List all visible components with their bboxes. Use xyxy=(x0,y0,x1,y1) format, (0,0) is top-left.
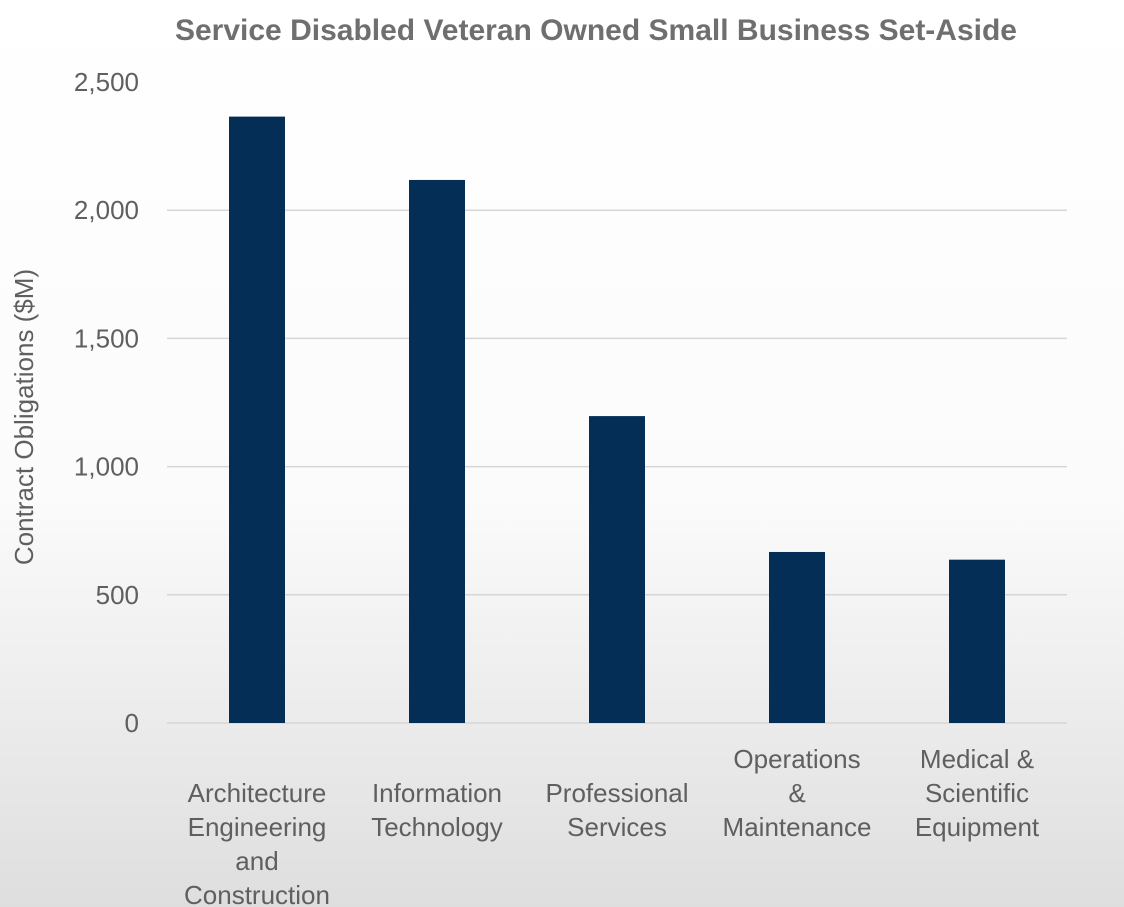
bar xyxy=(409,179,465,723)
x-category-label: Medical & Scientific Equipment xyxy=(915,744,1040,842)
y-tick-label: 2,000 xyxy=(74,195,139,225)
y-tick-label: 1,500 xyxy=(74,323,139,353)
y-tick-label: 1,000 xyxy=(74,452,139,482)
chart-title: Service Disabled Veteran Owned Small Bus… xyxy=(175,14,1017,47)
bar xyxy=(229,116,285,723)
x-category-label: Architecture Engineering and Construction xyxy=(184,778,330,907)
bar xyxy=(949,559,1005,723)
bar xyxy=(589,416,645,723)
y-axis-ticks: 0 500 1,000 1,500 2,000 2,500 xyxy=(74,67,139,738)
x-category-label: Professional Services xyxy=(545,778,688,842)
y-axis-label: Contract Obligations ($M) xyxy=(9,269,39,565)
y-tick-label: 2,500 xyxy=(74,67,139,97)
y-tick-label: 0 xyxy=(125,708,139,738)
bar xyxy=(769,551,825,723)
x-axis-categories: Architecture Engineering and Construction In… xyxy=(184,744,1040,907)
bars xyxy=(229,116,1005,723)
y-tick-label: 500 xyxy=(96,580,139,610)
x-category-label: Operations & Maintenance xyxy=(723,744,872,842)
x-category-label: Information Technology xyxy=(371,778,503,842)
